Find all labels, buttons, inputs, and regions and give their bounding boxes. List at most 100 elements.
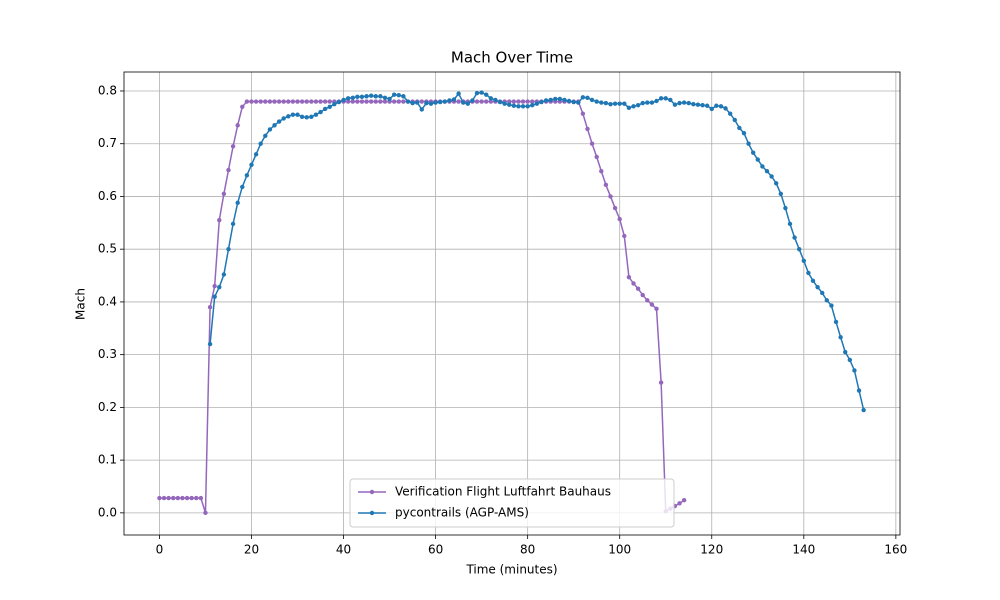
data-point: [815, 284, 820, 290]
data-point: [217, 284, 222, 290]
data-point: [364, 94, 369, 99]
data-point: [350, 99, 355, 104]
data-point: [856, 388, 862, 393]
data-point: [626, 105, 632, 111]
data-point: [566, 98, 572, 104]
data-point: [507, 99, 512, 104]
data-point: [194, 495, 199, 501]
data-point: [217, 217, 222, 223]
data-point: [272, 99, 277, 104]
data-point: [180, 495, 185, 501]
data-point: [368, 99, 374, 104]
data-point: [207, 304, 213, 310]
data-point: [309, 99, 314, 104]
data-point: [649, 302, 655, 307]
x-tick-label: 100: [608, 543, 631, 557]
data-point: [419, 107, 424, 112]
data-point: [589, 97, 595, 103]
data-point: [378, 94, 383, 99]
data-point: [686, 100, 691, 106]
data-point: [212, 283, 217, 289]
legend-label: pycontrails (AGP-AMS): [395, 506, 529, 520]
data-point: [626, 274, 632, 280]
data-point: [290, 112, 296, 117]
data-point: [230, 144, 236, 149]
data-point: [539, 99, 544, 105]
data-point: [267, 99, 273, 104]
data-point: [612, 205, 618, 211]
data-point: [396, 99, 401, 104]
data-point: [322, 99, 328, 104]
data-point: [286, 99, 291, 104]
y-tick-label: 0.1: [98, 453, 117, 467]
data-point: [617, 216, 622, 222]
data-point: [382, 99, 388, 104]
data-point: [396, 93, 401, 98]
data-point: [488, 99, 494, 104]
series-line: [209, 91, 865, 411]
data-point: [677, 100, 682, 106]
data-point: [391, 92, 397, 97]
data-point: [198, 495, 204, 501]
data-point: [240, 104, 245, 110]
data-point: [645, 298, 650, 303]
data-point: [760, 164, 765, 169]
data-point: [244, 173, 250, 178]
data-point: [378, 99, 383, 104]
data-point: [658, 380, 664, 385]
data-point: [585, 126, 590, 132]
data-point: [391, 99, 397, 104]
data-point: [332, 101, 337, 107]
data-point: [580, 95, 586, 100]
data-point: [530, 103, 535, 108]
data-point: [166, 495, 171, 501]
data-point: [286, 114, 291, 119]
data-point: [516, 99, 521, 104]
legend-box: [349, 478, 675, 528]
data-point: [654, 306, 659, 311]
data-point: [635, 286, 641, 291]
data-point: [355, 99, 360, 104]
data-point: [461, 100, 466, 105]
data-point: [276, 119, 282, 124]
x-tick-label: 160: [884, 543, 907, 557]
data-point: [585, 95, 590, 101]
data-point: [833, 319, 839, 325]
data-point: [543, 98, 549, 103]
data-point: [253, 152, 259, 157]
data-point: [787, 221, 793, 227]
data-point: [525, 104, 530, 109]
data-point: [433, 100, 438, 105]
data-point: [341, 97, 346, 103]
x-tick-label: 140: [792, 543, 815, 557]
data-point: [484, 99, 489, 104]
data-point: [373, 94, 378, 99]
data-point: [470, 98, 475, 103]
data-point: [184, 495, 190, 501]
data-point: [299, 99, 305, 104]
x-tick-label: 60: [428, 543, 443, 557]
data-point: [668, 97, 673, 103]
data-point: [451, 97, 457, 102]
x-tick-label: 0: [156, 543, 164, 557]
data-point: [511, 99, 517, 104]
data-point: [741, 130, 747, 136]
data-point: [405, 99, 411, 104]
data-point: [594, 99, 599, 104]
data-point: [161, 495, 167, 501]
data-point: [838, 335, 843, 340]
data-point: [203, 510, 208, 516]
data-point: [603, 100, 609, 106]
x-tick-label: 120: [700, 543, 723, 557]
data-point: [820, 290, 825, 296]
data-point: [631, 281, 636, 286]
data-point: [778, 191, 783, 197]
y-tick-label: 0.4: [98, 294, 117, 308]
data-point: [276, 99, 282, 104]
data-point: [553, 96, 558, 102]
data-point: [764, 168, 770, 174]
data-point: [755, 157, 760, 162]
data-point: [507, 102, 512, 107]
data-point: [792, 235, 797, 240]
data-point: [322, 106, 328, 112]
